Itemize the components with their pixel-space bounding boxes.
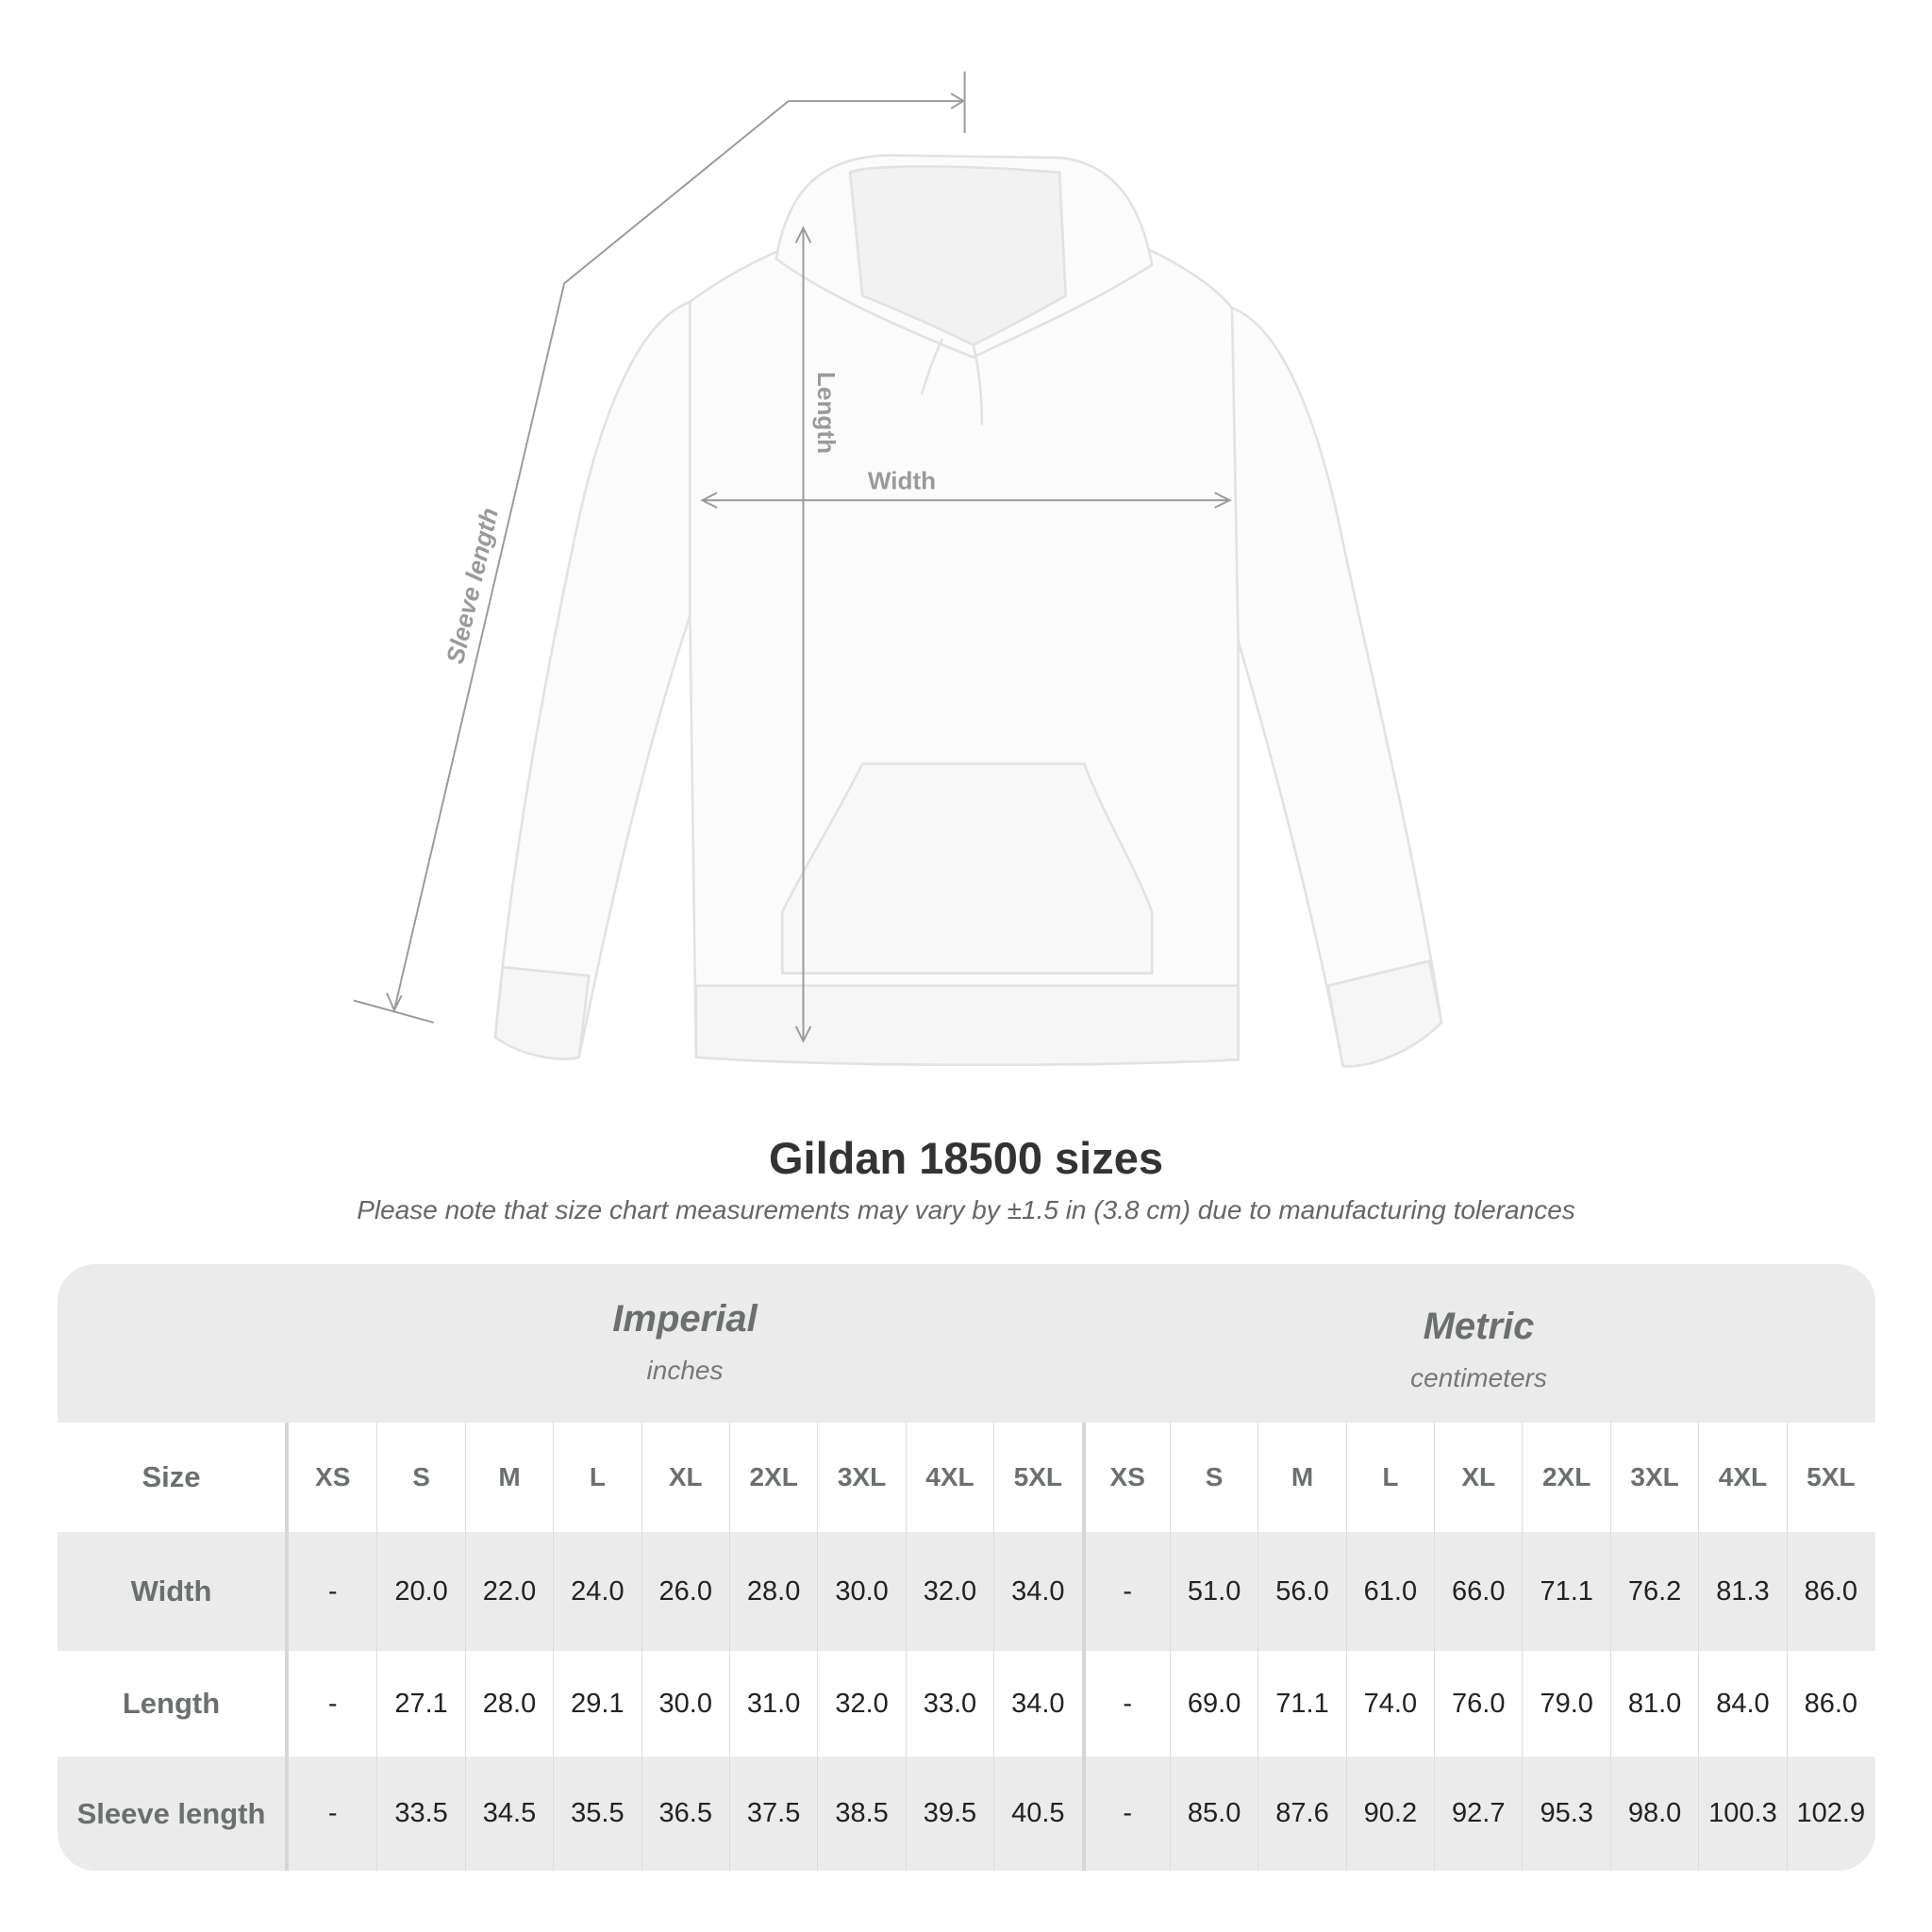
hoodie-measurement-diagram: Length Width Sleeve length <box>353 71 1443 1068</box>
value-cell: 71.1 <box>1522 1532 1609 1651</box>
table-row: Sleeve length - 33.5 34.5 35.5 36.5 37.5 38.5 39… <box>58 1757 1875 1871</box>
value-cell: 36.5 <box>641 1757 729 1871</box>
size-label: Size <box>58 1423 289 1532</box>
value-cell: 92.7 <box>1434 1757 1522 1871</box>
metric-header: Metric centimeters <box>1082 1306 1875 1393</box>
metric-title: Metric <box>1423 1306 1535 1347</box>
value-cell: 86.0 <box>1786 1651 1874 1757</box>
value-cell: 76.0 <box>1434 1651 1522 1757</box>
value-cell: 51.0 <box>1169 1532 1257 1651</box>
page-title: Gildan 18500 sizes <box>768 1133 1164 1183</box>
row-label: Sleeve length <box>58 1757 289 1871</box>
size-header-cell: 2XL <box>728 1423 817 1532</box>
value-cell: 33.0 <box>905 1651 993 1757</box>
value-cell: 30.0 <box>641 1651 729 1757</box>
value-cell: 28.0 <box>728 1532 817 1651</box>
value-cell: - <box>327 1688 338 1719</box>
value-cell: 38.5 <box>817 1757 905 1871</box>
size-header-cell: M <box>1257 1423 1345 1532</box>
value-cell: 102.9 <box>1786 1757 1874 1871</box>
size-header-cell: L <box>1345 1423 1434 1532</box>
size-header-cell: 4XL <box>1698 1423 1786 1532</box>
value-cell: 37.5 <box>728 1757 817 1871</box>
value-cell: 34.5 <box>464 1757 553 1871</box>
table-row: Width -20.0 22.0 24.0 26.0 28.0 30.0 32.0 34.0-5… <box>58 1532 1875 1651</box>
table-header-band: Imperial inches Metric centimeters <box>58 1264 1875 1423</box>
value-cell: 90.2 <box>1345 1757 1434 1871</box>
value-cell: 28.0 <box>464 1651 553 1757</box>
value-cell: 61.0 <box>1345 1532 1434 1651</box>
value-cell: 34.0 <box>993 1651 1081 1757</box>
size-header-cell: 3XL <box>1609 1423 1698 1532</box>
size-header-cell: 3XL <box>817 1423 905 1532</box>
length-label: Length <box>812 372 841 454</box>
value-cell: 84.0 <box>1698 1651 1786 1757</box>
value-cell: - <box>327 1575 338 1607</box>
value-cell: 26.0 <box>641 1532 729 1651</box>
value-cell: 20.0 <box>376 1532 464 1651</box>
size-header-cell: XL <box>641 1423 729 1532</box>
size-header-cell: 5XL <box>1786 1423 1874 1532</box>
measurement-lines <box>353 71 1232 1043</box>
value-cell: - <box>1081 1532 1170 1651</box>
value-cell: 76.2 <box>1609 1532 1698 1651</box>
value-cell: 98.0 <box>1609 1757 1698 1871</box>
value-cell: 35.5 <box>553 1757 641 1871</box>
value-cell: 32.0 <box>817 1651 905 1757</box>
size-header-cell: XL <box>1434 1423 1522 1532</box>
hoodie-image <box>493 154 1443 1068</box>
value-cell: 100.3 <box>1698 1757 1786 1871</box>
table-row: Length -27.1 28.0 29.1 30.0 31.0 32.0 33.0 34.0-… <box>58 1651 1875 1757</box>
row-label: Width <box>58 1532 289 1651</box>
size-header-cell: S <box>376 1423 464 1532</box>
value-cell: 74.0 <box>1345 1651 1434 1757</box>
tolerance-note: Please note that size chart measurements… <box>357 1195 1575 1224</box>
size-header-cell: 4XL <box>905 1423 993 1532</box>
imperial-title: Imperial <box>612 1298 758 1340</box>
value-cell: 81.0 <box>1609 1651 1698 1757</box>
metric-unit: centimeters <box>1410 1363 1547 1392</box>
value-cell: 40.5 <box>993 1757 1081 1871</box>
value-cell: 95.3 <box>1522 1757 1609 1871</box>
value-cell: 33.5 <box>376 1757 464 1871</box>
value-cell: 32.0 <box>905 1532 993 1651</box>
value-cell: 31.0 <box>728 1651 817 1757</box>
imperial-header: Imperial inches <box>289 1298 1081 1386</box>
value-cell: 39.5 <box>905 1757 993 1871</box>
value-cell: 56.0 <box>1257 1532 1345 1651</box>
width-label: Width <box>868 466 936 494</box>
size-chart-table: Imperial inches Metric centimeters Size X… <box>58 1264 1875 1871</box>
value-cell: 22.0 <box>464 1532 553 1651</box>
value-cell: - <box>1081 1757 1170 1871</box>
imperial-unit: inches <box>646 1356 724 1385</box>
value-cell: - <box>327 1798 338 1828</box>
value-cell: 29.1 <box>553 1651 641 1757</box>
value-cell: 81.3 <box>1698 1532 1786 1651</box>
value-cell: 71.1 <box>1257 1651 1345 1757</box>
row-label: Length <box>58 1651 289 1757</box>
value-cell: 87.6 <box>1257 1757 1345 1871</box>
value-cell: 27.1 <box>376 1651 464 1757</box>
value-cell: 24.0 <box>553 1532 641 1651</box>
size-header-cell: XS <box>1081 1423 1170 1532</box>
size-header-row: Size XS S M L XL 2XL 3XL 4XL 5XL XS S M L XL 2XL 3XL 4XL 5… <box>58 1423 1875 1532</box>
size-header-cell: XS <box>315 1462 351 1491</box>
size-header-cell: S <box>1169 1423 1257 1532</box>
size-header-cell: M <box>464 1423 553 1532</box>
value-cell: 69.0 <box>1169 1651 1257 1757</box>
value-cell: 66.0 <box>1434 1532 1522 1651</box>
value-cell: 86.0 <box>1786 1532 1874 1651</box>
size-header-cell: L <box>553 1423 641 1532</box>
size-header-cell: 5XL <box>993 1423 1081 1532</box>
value-cell: 85.0 <box>1169 1757 1257 1871</box>
size-header-cell: 2XL <box>1522 1423 1609 1532</box>
value-cell: - <box>1081 1651 1170 1757</box>
value-cell: 34.0 <box>993 1532 1081 1651</box>
value-cell: 30.0 <box>817 1532 905 1651</box>
value-cell: 79.0 <box>1522 1651 1609 1757</box>
